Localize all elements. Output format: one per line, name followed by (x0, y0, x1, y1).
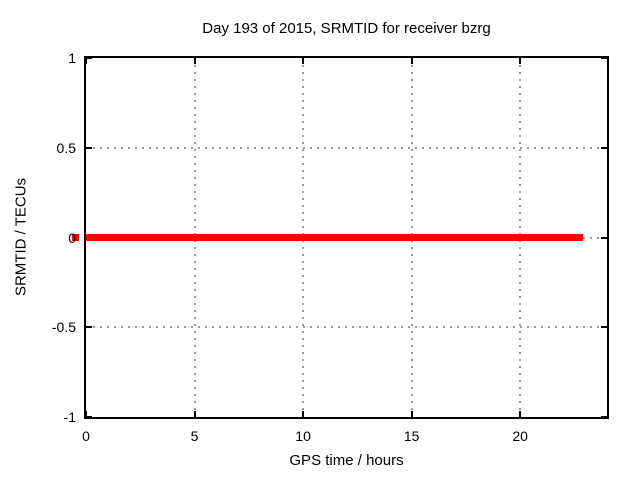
y-tick-label: 0 (68, 229, 76, 246)
tick-mark (193, 58, 196, 64)
x-tick-label: 10 (295, 428, 311, 444)
tick-mark (193, 411, 196, 417)
x-tick-label: 15 (403, 428, 420, 444)
tick-mark (601, 57, 607, 59)
tick-mark (410, 411, 413, 417)
tick-mark (519, 58, 522, 64)
tick-mark (302, 411, 305, 417)
x-tick-label: 20 (512, 428, 528, 444)
series-line (86, 234, 584, 241)
x-tick-label: 0 (82, 428, 90, 444)
y-tick-label: 1 (68, 50, 76, 66)
tick-mark (519, 411, 522, 417)
tick-mark (410, 58, 413, 64)
x-axis-label: GPS time / hours (289, 452, 404, 469)
tick-mark (85, 58, 87, 64)
tick-mark (302, 58, 305, 64)
grid-line-horizontal (86, 326, 607, 329)
chart-title: Day 193 of 2015, SRMTID for receiver bzr… (202, 20, 491, 37)
tick-mark (86, 146, 92, 149)
tick-mark (86, 57, 92, 59)
tick-mark (601, 326, 607, 329)
tick-mark (601, 236, 607, 239)
tick-mark (601, 146, 607, 149)
tick-mark (86, 326, 92, 329)
y-tick-label: -0.5 (51, 319, 76, 336)
series-line-cap (72, 234, 79, 241)
x-tick-label: 5 (190, 428, 199, 444)
plot-area (72, 56, 609, 419)
tick-mark (601, 416, 607, 418)
y-tick-label: -1 (63, 409, 76, 425)
grid-line-horizontal (86, 146, 607, 149)
y-tick-label: 0.5 (56, 139, 76, 156)
tick-mark (86, 416, 92, 418)
tick-mark (85, 411, 87, 417)
